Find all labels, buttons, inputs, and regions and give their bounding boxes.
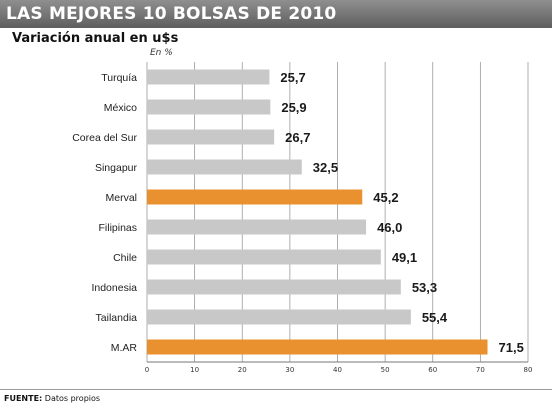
bar [147,189,363,205]
category-label: Corea del Sur [72,132,137,144]
category-label: M.AR [111,342,138,354]
bar [147,309,411,325]
bar [147,249,381,265]
bar [147,279,401,295]
x-tick-label: 0 [145,366,149,374]
source-label: FUENTE: [4,394,43,403]
value-label: 25,9 [281,100,306,115]
bar [147,159,302,175]
value-label: 53,3 [412,280,437,295]
category-label: México [104,102,137,114]
x-tick-label: 30 [285,366,294,374]
source-text: Datos propios [44,394,101,403]
category-label: Indonesia [91,282,137,294]
value-label: 49,1 [392,250,417,265]
value-label: 32,5 [313,160,338,175]
value-label: 45,2 [373,190,398,205]
category-label: Singapur [95,162,138,174]
unit-label: En % [150,48,173,58]
divider [0,389,552,390]
x-tick-label: 40 [333,366,342,374]
x-tick-label: 80 [524,366,533,374]
x-tick-label: 20 [238,366,247,374]
category-label: Turquía [101,72,137,84]
x-tick-label: 10 [190,366,199,374]
bar [147,339,488,355]
category-label: Filipinas [98,222,137,234]
value-label: 55,4 [422,310,448,325]
category-label: Merval [105,192,137,204]
category-label: Tailandia [96,312,138,324]
chart-subtitle: Variación anual en u$s [12,31,179,46]
bar [147,219,367,235]
value-label: 26,7 [285,130,310,145]
value-label: 71,5 [499,340,524,355]
bar [147,99,271,115]
category-label: Chile [113,252,137,264]
bar-chart: 0 10 20 30 40 50 60 70 80 Turquía 25,7 México 25,9 Co… [72,62,533,374]
header-bar: LAS MEJORES 10 BOLSAS DE 2010 [0,0,552,28]
value-label: 46,0 [377,220,402,235]
bar [147,129,275,145]
value-label: 25,7 [280,70,305,85]
bar [147,69,270,85]
chart-title: LAS MEJORES 10 BOLSAS DE 2010 [6,4,337,24]
footer: FUENTE: Datos propios [4,394,100,403]
x-tick-label: 50 [381,366,390,374]
x-tick-label: 70 [476,366,485,374]
x-tick-label: 60 [428,366,437,374]
